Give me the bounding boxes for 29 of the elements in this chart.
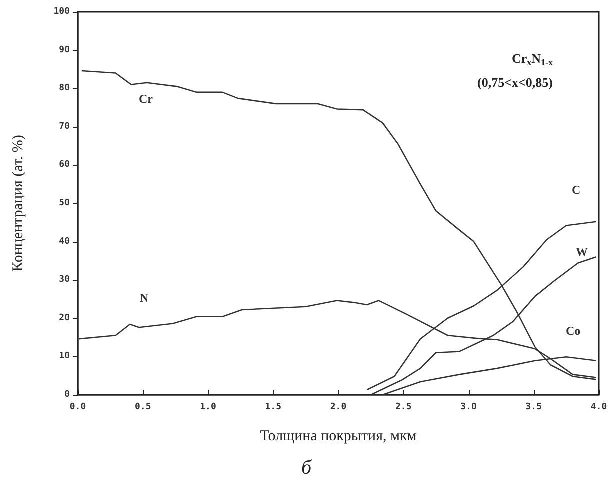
annotation: (0,75<x<0,85) [478,75,554,90]
series-label: W [576,245,588,259]
y-tick-label: 30 [59,275,70,286]
x-tick-label: 0.5 [134,402,152,412]
y-axis-title: Концентрация (ат. %) [10,135,26,272]
x-tick-label: 1.0 [200,402,216,412]
y-tick-label: 80 [59,84,70,94]
x-axis-title: Толщина покрытия, мкм [260,428,418,444]
series-label: N [140,291,149,305]
x-tick-label: 3.5 [526,402,542,412]
x-tick-label: 4.0 [590,402,608,412]
y-tick-label: 0 [64,390,70,400]
y-tick-label: 20 [59,313,70,324]
y-tick-label: 100 [54,7,70,17]
y-tick-label: 90 [59,45,70,56]
x-tick-label: 3.0 [460,402,477,412]
series-label: Co [566,324,581,338]
x-tick-label: 2.5 [395,402,412,412]
x-tick-label: 2.0 [330,402,347,412]
y-tick-label: 70 [59,122,70,132]
y-tick-label: 60 [59,160,70,170]
text: C [572,183,581,197]
x-tick-label: 0.0 [70,402,86,412]
y-tick-label: 40 [59,236,70,247]
x-tick-label: 1.5 [265,402,282,412]
y-tick-label: 50 [59,198,70,208]
y-tick-label: 10 [59,352,70,362]
text: б [301,457,312,479]
series-label: Cr [139,92,154,106]
